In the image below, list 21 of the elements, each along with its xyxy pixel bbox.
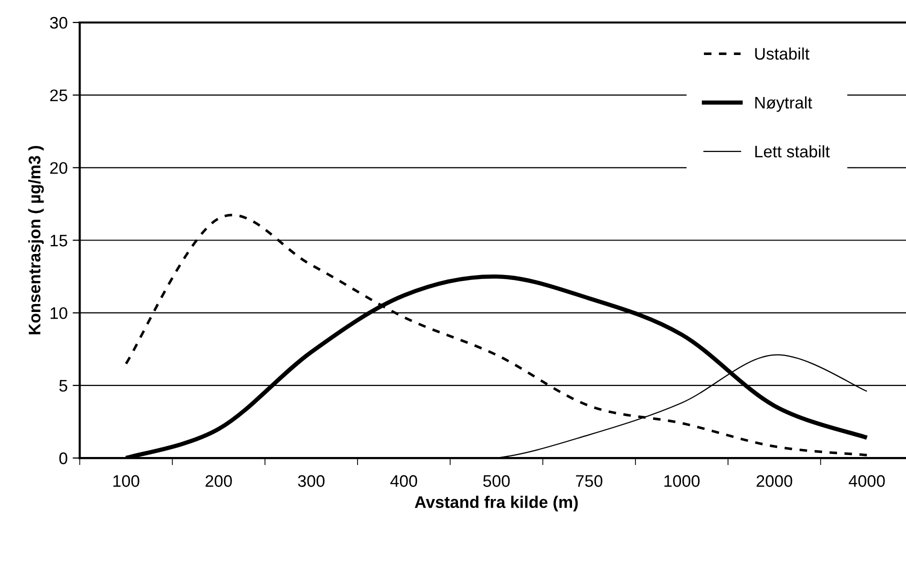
y-tick-label: 15 — [50, 234, 68, 246]
y-tick-label: 5 — [59, 380, 68, 392]
legend-label: Lett stabilt — [755, 145, 830, 158]
x-tick-label: 4000 — [848, 475, 885, 487]
x-tick-label: 2000 — [756, 475, 792, 487]
y-tick-label: 25 — [50, 89, 68, 102]
x-tick-label: 500 — [483, 475, 510, 487]
x-tick-label: 300 — [298, 475, 325, 487]
legend-label: Nøytralt — [755, 96, 812, 112]
x-tick-label: 750 — [576, 475, 602, 487]
x-tick-label: 100 — [113, 475, 140, 487]
x-axis-title: Avstand fra kilde (m) — [414, 496, 578, 512]
x-tick-label: 400 — [390, 475, 418, 487]
y-tick-label: 20 — [50, 162, 68, 174]
y-tick-label: 10 — [50, 307, 68, 320]
x-tick-label: 1000 — [664, 475, 700, 487]
legend-label: Ustabilt — [755, 47, 810, 60]
y-tick-label: 30 — [50, 16, 68, 29]
x-tick-label: 200 — [206, 475, 232, 487]
y-axis-title: Konsentrasjon ( µg/m3 ) — [28, 146, 44, 334]
y-tick-label: 0 — [59, 452, 68, 464]
